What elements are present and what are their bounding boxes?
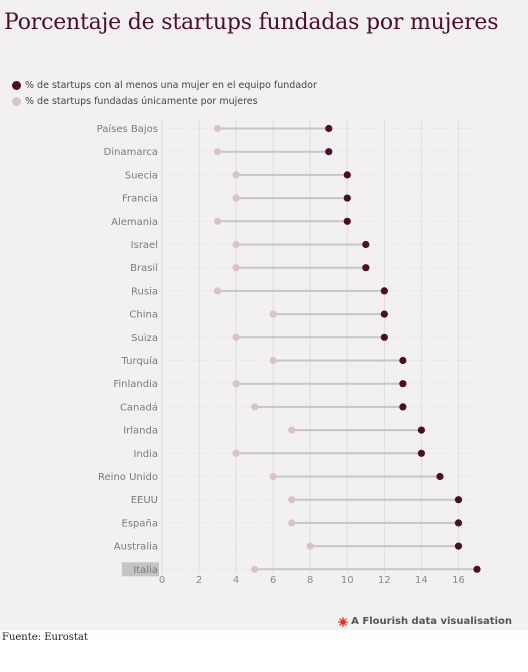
category-label-italia: Italia (133, 565, 158, 576)
legend-dot-light (12, 96, 21, 106)
flourish-credit[interactable]: A Flourish data visualisation (338, 616, 512, 627)
legend-label-only-women: % de startups fundadas únicamente por mu… (25, 95, 258, 107)
point-only-women-canada (251, 403, 259, 411)
point-at-least-one-suecia (343, 171, 351, 179)
point-at-least-one-rusia (380, 287, 388, 295)
point-at-least-one-australia (454, 542, 463, 550)
point-at-least-one-reino-unido (436, 472, 444, 481)
x-tick-label: 2 (196, 575, 202, 586)
category-label-suiza: Suiza (131, 333, 158, 344)
point-only-women-brasil (232, 264, 240, 272)
category-label-espana: España (122, 518, 158, 529)
point-at-least-one-brasil (362, 264, 370, 272)
point-at-least-one-alemania (343, 217, 351, 225)
dumbbell-chart: 0 2 4 6 8 10 12 14 16 Países Bajos Dinamarca Suecia… (97, 120, 481, 586)
point-at-least-one-irlanda (417, 426, 426, 434)
flourish-label: A Flourish data visualisation (351, 616, 512, 627)
point-at-least-one-israel (362, 240, 370, 249)
category-label-israel: Israel (131, 240, 158, 251)
point-only-women-india (232, 449, 240, 457)
category-label-china: China (129, 310, 158, 321)
point-only-women-suecia (232, 171, 240, 179)
point-at-least-one-paises-bajos (325, 124, 333, 133)
category-label-finlandia: Finlandia (113, 379, 158, 390)
point-only-women-alemania (213, 217, 222, 225)
source-note: Fuente: Eurostat (2, 632, 88, 643)
point-at-least-one-dinamarca (325, 148, 333, 156)
chart-card: Porcentaje de startups fundadas por muje… (0, 0, 528, 630)
point-only-women-suiza (232, 333, 240, 341)
point-at-least-one-suiza (380, 333, 388, 341)
chart-title: Porcentaje de startups fundadas por muje… (4, 10, 499, 35)
x-tick-label: 14 (415, 575, 428, 586)
flourish-logo-icon (338, 616, 349, 627)
point-only-women-israel (232, 240, 240, 249)
point-only-women-finlandia (232, 380, 240, 388)
category-label-irlanda: Irlanda (123, 426, 158, 437)
category-label-paises-bajos: Países Bajos (97, 123, 158, 135)
legend-item-at-least-one-woman[interactable]: % de startups con al menos una mujer en … (12, 77, 317, 93)
x-tick-label: 8 (307, 575, 313, 586)
point-at-least-one-india (417, 449, 426, 457)
x-tick-label: 10 (341, 575, 354, 586)
point-only-women-china (269, 310, 277, 318)
point-at-least-one-turquia (399, 356, 407, 365)
point-only-women-turquia (269, 356, 277, 365)
point-only-women-eeuu (288, 496, 296, 504)
point-only-women-paises-bajos (213, 124, 222, 133)
point-at-least-one-italia (473, 565, 481, 573)
point-only-women-reino-unido (269, 472, 277, 481)
category-label-brasil: Brasil (130, 263, 158, 274)
category-label-francia: Francia (122, 194, 158, 205)
x-tick-label: 6 (270, 575, 276, 586)
point-only-women-espana (288, 519, 296, 527)
point-at-least-one-finlandia (399, 380, 407, 388)
legend: % de startups con al menos una mujer en … (12, 77, 317, 109)
category-label-eeuu: EEUU (131, 495, 158, 506)
x-tick-label: 4 (233, 575, 239, 586)
legend-item-only-women[interactable]: % de startups fundadas únicamente por mu… (12, 93, 317, 109)
category-label-turquia: Turquía (121, 355, 158, 367)
x-tick-label: 0 (159, 575, 165, 586)
point-only-women-dinamarca (213, 148, 222, 156)
category-label-alemania: Alemania (111, 217, 158, 228)
category-label-australia: Australia (114, 542, 158, 553)
category-label-canada: Canadá (120, 401, 158, 413)
category-highlight (121, 562, 159, 577)
category-label-india: India (133, 449, 158, 460)
point-at-least-one-canada (399, 403, 407, 411)
legend-label-at-least-one-woman: % de startups con al menos una mujer en … (25, 79, 317, 91)
x-tick-label: 12 (378, 575, 391, 586)
legend-dot-dark (12, 80, 21, 90)
category-label-rusia: Rusia (131, 286, 158, 297)
point-only-women-irlanda (288, 426, 296, 434)
point-at-least-one-francia (343, 194, 351, 202)
point-only-women-rusia (213, 287, 222, 295)
point-only-women-italia (251, 565, 259, 573)
x-tick-label: 16 (452, 575, 465, 586)
category-label-suecia: Suecia (125, 170, 158, 181)
category-label-dinamarca: Dinamarca (104, 147, 158, 158)
point-at-least-one-eeuu (454, 496, 463, 504)
category-label-reino-unido: Reino Unido (98, 472, 158, 483)
point-only-women-francia (232, 194, 240, 202)
point-at-least-one-espana (454, 519, 463, 527)
point-only-women-australia (306, 542, 314, 550)
point-at-least-one-china (380, 310, 388, 318)
